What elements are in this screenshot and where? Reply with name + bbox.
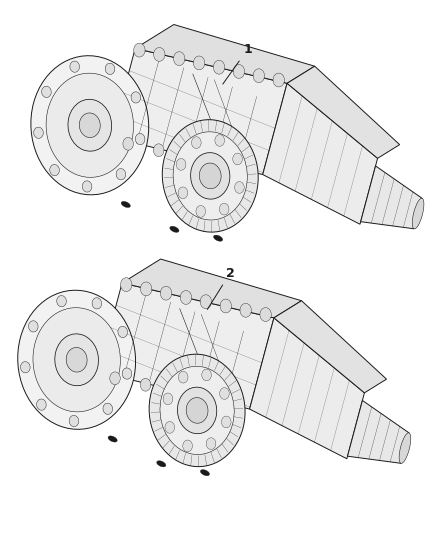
Ellipse shape	[46, 73, 134, 177]
Circle shape	[123, 138, 134, 150]
Circle shape	[160, 286, 172, 300]
Ellipse shape	[33, 308, 120, 412]
Circle shape	[222, 416, 231, 428]
Ellipse shape	[31, 56, 149, 195]
Circle shape	[213, 60, 225, 74]
Circle shape	[220, 299, 231, 313]
Ellipse shape	[149, 354, 245, 466]
Ellipse shape	[108, 436, 117, 442]
Polygon shape	[274, 301, 386, 393]
Text: 1: 1	[223, 43, 252, 84]
Ellipse shape	[34, 127, 43, 139]
Ellipse shape	[50, 165, 59, 176]
Ellipse shape	[42, 86, 51, 98]
Circle shape	[196, 206, 205, 217]
Circle shape	[273, 73, 284, 87]
Circle shape	[260, 308, 271, 321]
Circle shape	[219, 203, 229, 215]
Ellipse shape	[191, 152, 230, 199]
Ellipse shape	[18, 290, 136, 429]
Circle shape	[140, 378, 151, 391]
Polygon shape	[287, 66, 399, 158]
Ellipse shape	[122, 368, 132, 379]
Circle shape	[180, 290, 192, 304]
Circle shape	[215, 157, 225, 169]
Ellipse shape	[82, 181, 92, 192]
Ellipse shape	[57, 295, 66, 307]
Circle shape	[163, 393, 173, 405]
Ellipse shape	[173, 132, 247, 220]
Ellipse shape	[37, 399, 46, 410]
Ellipse shape	[200, 470, 210, 476]
Circle shape	[233, 153, 242, 165]
Polygon shape	[99, 283, 274, 409]
Ellipse shape	[79, 113, 100, 138]
Circle shape	[141, 282, 152, 296]
Polygon shape	[263, 83, 378, 224]
Ellipse shape	[28, 321, 38, 332]
Polygon shape	[135, 25, 314, 83]
Polygon shape	[250, 318, 364, 459]
Ellipse shape	[103, 403, 113, 414]
Ellipse shape	[157, 461, 166, 467]
Circle shape	[206, 438, 216, 449]
Polygon shape	[112, 49, 287, 174]
Ellipse shape	[66, 348, 87, 372]
Ellipse shape	[21, 361, 30, 373]
Polygon shape	[360, 166, 422, 229]
Circle shape	[200, 295, 212, 309]
Ellipse shape	[186, 398, 208, 423]
Circle shape	[215, 134, 225, 146]
Ellipse shape	[135, 133, 145, 144]
Ellipse shape	[55, 334, 99, 386]
Circle shape	[245, 163, 255, 176]
Circle shape	[134, 43, 145, 57]
Ellipse shape	[412, 198, 424, 229]
Text: 2: 2	[207, 267, 234, 310]
Circle shape	[194, 56, 205, 70]
Ellipse shape	[177, 387, 217, 434]
Circle shape	[110, 372, 120, 385]
Circle shape	[171, 385, 181, 398]
Ellipse shape	[105, 63, 115, 75]
Ellipse shape	[131, 92, 141, 103]
Polygon shape	[122, 259, 301, 318]
Circle shape	[154, 47, 165, 61]
Circle shape	[233, 64, 244, 78]
Ellipse shape	[213, 235, 223, 241]
Ellipse shape	[399, 433, 411, 463]
Ellipse shape	[92, 298, 102, 309]
Circle shape	[153, 144, 164, 157]
Circle shape	[235, 182, 244, 193]
Ellipse shape	[116, 168, 126, 180]
Circle shape	[232, 398, 242, 410]
Ellipse shape	[118, 326, 127, 337]
Circle shape	[201, 391, 212, 404]
Ellipse shape	[68, 99, 112, 151]
Circle shape	[184, 150, 194, 163]
Circle shape	[173, 52, 185, 66]
Circle shape	[165, 422, 175, 433]
Ellipse shape	[170, 226, 179, 232]
Circle shape	[176, 158, 186, 170]
Polygon shape	[347, 400, 409, 463]
Circle shape	[178, 372, 188, 383]
Ellipse shape	[199, 163, 221, 189]
Circle shape	[202, 369, 212, 381]
Ellipse shape	[162, 120, 258, 232]
Circle shape	[183, 440, 192, 452]
Ellipse shape	[160, 366, 234, 455]
Circle shape	[219, 387, 229, 399]
Ellipse shape	[121, 201, 131, 207]
Circle shape	[191, 137, 201, 149]
Circle shape	[120, 278, 132, 292]
Circle shape	[253, 69, 265, 83]
Ellipse shape	[69, 415, 79, 426]
Circle shape	[240, 303, 251, 317]
Ellipse shape	[70, 61, 79, 72]
Circle shape	[178, 187, 188, 199]
